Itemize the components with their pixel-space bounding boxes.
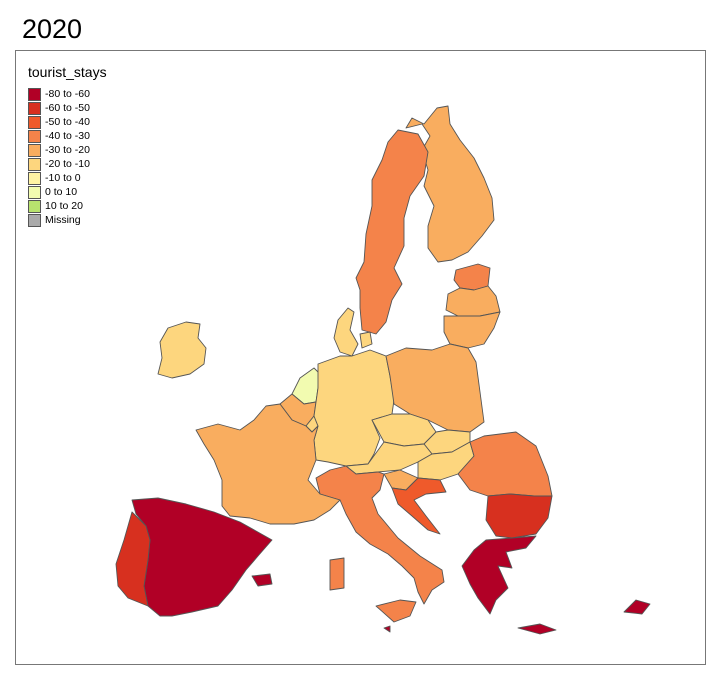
legend-swatch	[28, 199, 41, 213]
legend-label: -40 to -30	[45, 130, 90, 142]
region-estonia[interactable]	[453, 263, 491, 291]
legend-swatch	[28, 115, 41, 129]
legend-swatch	[28, 157, 41, 171]
region-france[interactable]	[195, 403, 341, 525]
legend-items: -80 to -60 -60 to -50 -50 to -40 -40 to -30…	[28, 87, 107, 227]
region-greece[interactable]	[461, 535, 557, 635]
region-sweden[interactable]	[355, 129, 429, 335]
region-portugal[interactable]	[115, 511, 151, 607]
legend-swatch	[28, 129, 41, 143]
legend-label: -30 to -20	[45, 144, 90, 156]
legend-swatch	[28, 185, 41, 199]
legend-item: -50 to -40	[28, 115, 107, 129]
region-poland[interactable]	[385, 343, 485, 433]
legend-swatch	[28, 87, 41, 101]
region-cyprus[interactable]	[623, 599, 651, 615]
legend-label: -60 to -50	[45, 102, 90, 114]
legend-label: 0 to 10	[45, 186, 78, 198]
legend-item: -30 to -20	[28, 143, 107, 157]
region-bulgaria[interactable]	[485, 493, 553, 539]
map-frame	[15, 50, 706, 665]
legend-label: -50 to -40	[45, 116, 90, 128]
region-latvia[interactable]	[445, 285, 501, 317]
region-denmark[interactable]	[333, 307, 373, 357]
region-romania[interactable]	[457, 431, 553, 497]
legend-item: -10 to 0	[28, 171, 107, 185]
legend-swatch	[28, 213, 41, 227]
region-finland[interactable]	[405, 105, 495, 263]
legend-item: 10 to 20	[28, 199, 107, 213]
legend-item: -60 to -50	[28, 101, 107, 115]
map-legend: tourist_stays -80 to -60 -60 to -50 -50 to…	[28, 64, 107, 227]
legend-item: 0 to 10	[28, 185, 107, 199]
region-croatia[interactable]	[391, 477, 447, 535]
legend-item: -40 to -30	[28, 129, 107, 143]
legend-swatch	[28, 101, 41, 115]
legend-label: -20 to -10	[45, 158, 90, 170]
legend-label: -80 to -60	[45, 88, 90, 100]
legend-title: tourist_stays	[28, 64, 107, 80]
legend-item: Missing	[28, 213, 107, 227]
legend-label: 10 to 20	[45, 200, 83, 212]
region-italy[interactable]	[315, 465, 445, 623]
legend-swatch	[28, 143, 41, 157]
region-lithuania[interactable]	[443, 311, 501, 349]
legend-swatch	[28, 171, 41, 185]
region-ireland[interactable]	[157, 321, 207, 379]
legend-label: -10 to 0	[45, 172, 81, 184]
region-malta[interactable]	[383, 625, 391, 633]
legend-label: Missing	[45, 214, 81, 226]
legend-item: -20 to -10	[28, 157, 107, 171]
map-title: 2020	[22, 14, 83, 44]
region-germany[interactable]	[313, 349, 395, 467]
legend-item: -80 to -60	[28, 87, 107, 101]
